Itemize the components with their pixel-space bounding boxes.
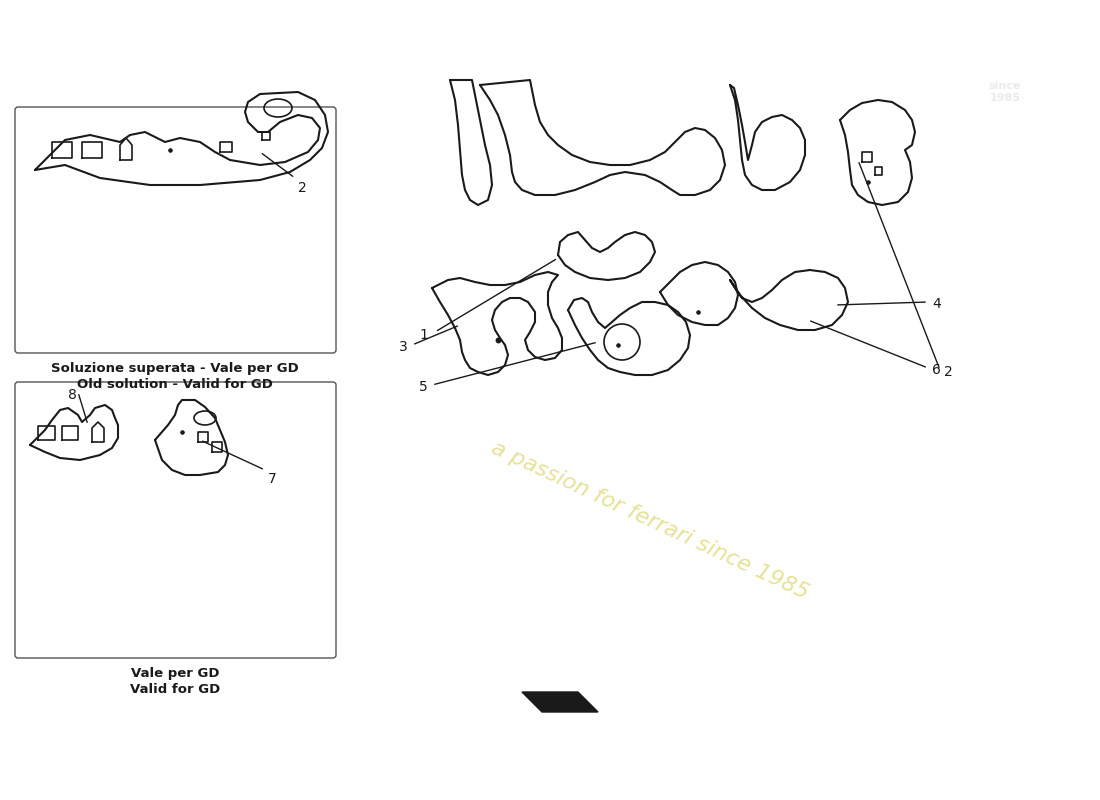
Text: since
1985: since 1985 bbox=[989, 82, 1021, 102]
Text: Old solution - Valid for GD: Old solution - Valid for GD bbox=[77, 378, 273, 391]
FancyBboxPatch shape bbox=[15, 382, 335, 658]
Polygon shape bbox=[522, 692, 598, 712]
Text: 2: 2 bbox=[944, 365, 953, 379]
Text: 7: 7 bbox=[268, 472, 277, 486]
Text: Valid for GD: Valid for GD bbox=[130, 683, 220, 696]
Text: 4: 4 bbox=[932, 297, 940, 311]
Text: 8: 8 bbox=[67, 388, 76, 402]
Text: 3: 3 bbox=[399, 340, 408, 354]
Text: Vale per GD: Vale per GD bbox=[131, 667, 219, 680]
Text: 2: 2 bbox=[298, 181, 307, 195]
Text: 1: 1 bbox=[419, 328, 428, 342]
Text: 6: 6 bbox=[932, 363, 940, 377]
Text: 5: 5 bbox=[419, 380, 428, 394]
Text: a passion for ferrari since 1985: a passion for ferrari since 1985 bbox=[488, 438, 812, 602]
Text: Soluzione superata - Vale per GD: Soluzione superata - Vale per GD bbox=[51, 362, 299, 375]
FancyBboxPatch shape bbox=[15, 107, 335, 353]
